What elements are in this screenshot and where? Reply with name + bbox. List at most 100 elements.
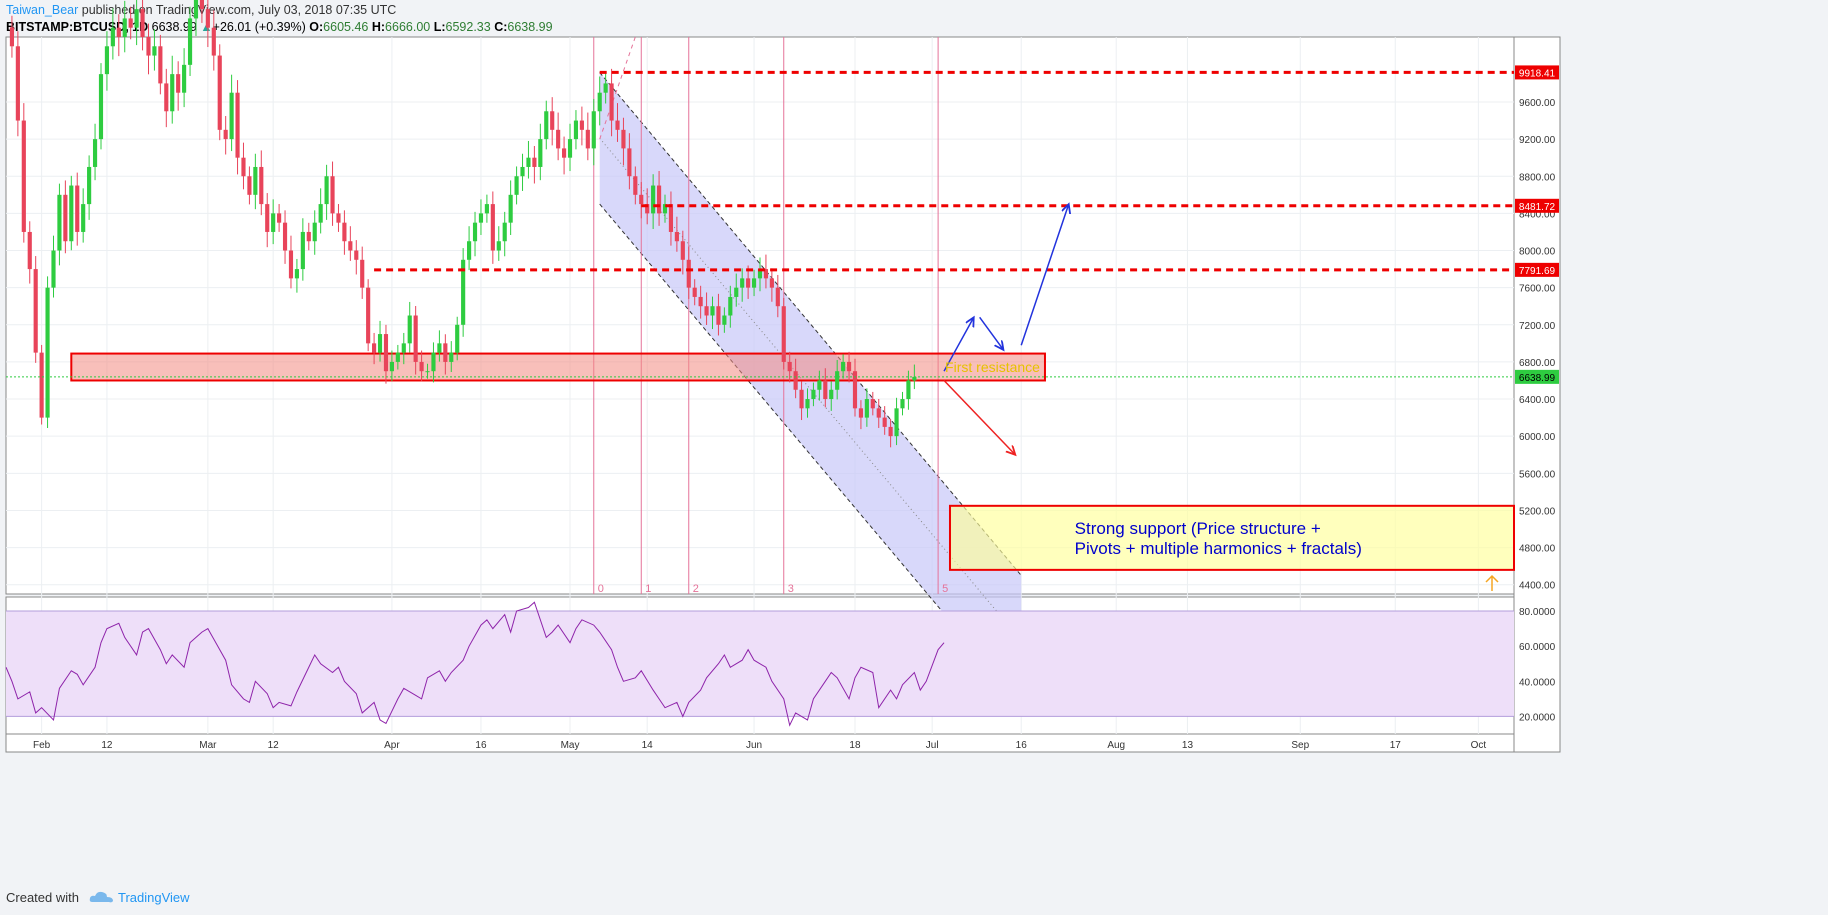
candle-body <box>306 231 311 242</box>
time-tick-label: 12 <box>268 740 280 751</box>
candle-body <box>33 269 38 353</box>
high-value: 6666.00 <box>385 20 431 34</box>
candle-body <box>894 408 899 437</box>
candle-body <box>176 74 181 93</box>
candle-body <box>449 352 454 362</box>
price-tick-label: 7600.00 <box>1519 284 1556 295</box>
time-tick-label: Sep <box>1291 740 1309 751</box>
open-label: O: <box>309 20 324 34</box>
first-resistance-zone <box>70 352 1046 382</box>
bullish-arrow-1 <box>943 317 974 372</box>
candle-body <box>229 92 234 140</box>
candle-body <box>330 176 335 214</box>
candle-body <box>217 55 222 130</box>
candle-body <box>662 204 668 214</box>
candle-body <box>158 46 163 84</box>
price-tick-label: 5600.00 <box>1519 469 1556 480</box>
candle-body <box>241 157 246 177</box>
candle-body <box>835 371 840 390</box>
candle-body <box>508 194 513 223</box>
descending-channel <box>599 72 1022 706</box>
high-label: H: <box>371 20 386 34</box>
candle-body <box>211 27 216 56</box>
candle-body <box>496 241 501 251</box>
tradingview-cloud-icon <box>89 891 113 903</box>
candle-body <box>324 176 329 205</box>
scroll-up-arrow-icon <box>1485 574 1499 591</box>
candle-body <box>686 259 691 288</box>
candle-body <box>734 287 739 297</box>
candle-body <box>757 269 763 279</box>
author-link[interactable]: Taiwan_Bear <box>6 3 79 17</box>
time-tick-label: 17 <box>1390 740 1402 751</box>
candle-body <box>639 194 644 205</box>
candle-body <box>443 343 448 362</box>
time-tick-label: 13 <box>1182 740 1194 751</box>
candle-body <box>728 296 733 316</box>
candle-body <box>716 306 721 325</box>
candle-body <box>277 213 282 223</box>
candle-body <box>567 139 573 158</box>
candle-body <box>336 213 341 223</box>
candle-body <box>253 166 258 195</box>
price-marker-label: 7791.69 <box>1519 266 1556 277</box>
candle-body <box>591 111 596 149</box>
price-tick-label: 9600.00 <box>1519 98 1556 109</box>
candle-body <box>645 204 650 214</box>
candle-body <box>265 204 270 232</box>
candle-body <box>300 231 305 270</box>
tradingview-link[interactable]: TradingView <box>118 890 190 905</box>
candle-body <box>538 139 543 167</box>
candle-body <box>401 343 406 353</box>
candle-body <box>282 222 288 251</box>
candle-body <box>888 426 893 437</box>
candle-body <box>817 380 822 390</box>
open-value: 6605.46 <box>323 20 369 34</box>
candle-body <box>746 278 751 288</box>
candle-body <box>674 231 679 242</box>
candle-body <box>354 250 359 260</box>
candle-body <box>882 417 887 427</box>
candle-body <box>603 83 608 93</box>
candle-body <box>627 148 632 177</box>
candle-body <box>769 278 774 288</box>
candle-body <box>912 376 917 381</box>
candle-body <box>651 185 656 214</box>
candle-body <box>520 166 525 177</box>
price-marker-label: 6638.99 <box>1519 373 1556 384</box>
candle-body <box>484 204 489 214</box>
bullish-arrow-3 <box>1020 204 1068 346</box>
time-tick-label: 16 <box>475 740 487 751</box>
candle-body <box>395 352 400 362</box>
candle-body <box>407 315 412 344</box>
candle-body <box>437 343 442 353</box>
price-tick-label: 4800.00 <box>1519 544 1556 555</box>
time-tick-label: Feb <box>33 740 51 751</box>
price-tick-label: 8400.00 <box>1519 209 1556 220</box>
candle-body <box>122 18 127 37</box>
price-marker <box>1515 198 1559 213</box>
price-marker <box>1515 262 1559 277</box>
strong-support-label-line1: Strong support (Price structure + <box>1075 519 1321 538</box>
candle-body <box>514 176 519 195</box>
candle-body <box>609 83 614 121</box>
candle-body <box>526 157 531 167</box>
rsi-line <box>5 601 945 727</box>
bullish-arrow-2 <box>979 316 1004 349</box>
candle-body <box>87 166 92 205</box>
price-tick-label: 9200.00 <box>1519 135 1556 146</box>
candle-body <box>740 278 745 288</box>
candle-body <box>39 352 44 418</box>
candle-body <box>799 389 804 409</box>
price-tick-label: 7200.00 <box>1519 321 1556 332</box>
price-marker <box>1515 369 1559 384</box>
candle-body <box>318 204 323 223</box>
publish-info: Taiwan_Bear published on TradingView.com… <box>6 3 396 18</box>
candle-body <box>134 9 139 28</box>
candle-body <box>259 166 264 205</box>
time-tick-label: Oct <box>1471 740 1487 751</box>
candle-body <box>615 120 620 130</box>
candle-body <box>579 120 584 130</box>
candle-body <box>288 250 294 279</box>
